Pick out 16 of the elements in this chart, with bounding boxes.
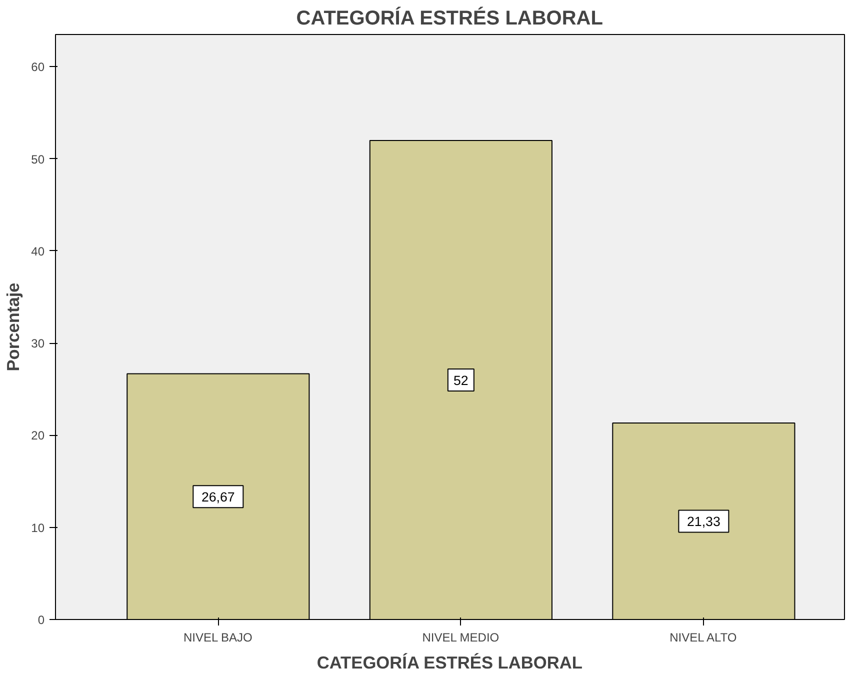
data-label: 21,33 bbox=[687, 514, 720, 530]
y-tick-label: 20 bbox=[31, 428, 45, 443]
data-label: 26,67 bbox=[201, 490, 235, 505]
y-tick-label: 0 bbox=[38, 613, 45, 627]
x-tick-label: NIVEL ALTO bbox=[670, 630, 737, 644]
x-tick-label: NIVEL MEDIO bbox=[422, 630, 500, 644]
y-axis-title: Porcentaje bbox=[3, 282, 24, 372]
y-tick-label: 40 bbox=[31, 244, 45, 258]
y-tick-label: 50 bbox=[31, 152, 45, 166]
x-tick-label: NIVEL BAJO bbox=[183, 630, 252, 644]
chart-title: CATEGORÍA ESTRÉS LABORAL bbox=[296, 6, 603, 30]
y-tick-label: 10 bbox=[31, 520, 45, 535]
data-label: 52 bbox=[454, 372, 468, 388]
y-tick-label: 30 bbox=[31, 336, 45, 351]
y-tick-label: 60 bbox=[31, 60, 45, 74]
x-axis-title: CATEGORÍA ESTRÉS LABORAL bbox=[316, 652, 583, 672]
